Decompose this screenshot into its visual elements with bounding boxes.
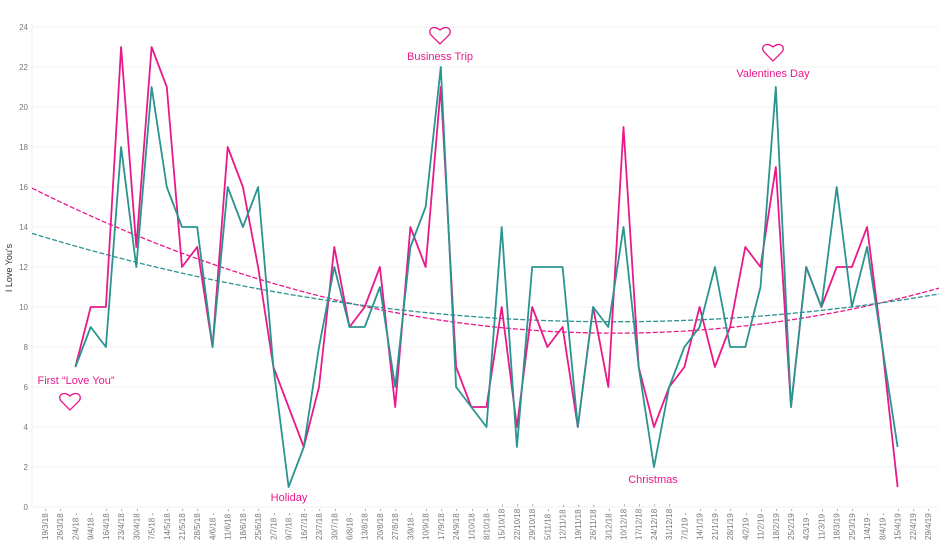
x-tick-label: 18/6/18 -	[239, 508, 248, 540]
y-tick-label: 8	[24, 343, 29, 352]
y-tick-label: 12	[19, 263, 28, 272]
x-tick-label: 1/10/18 -	[467, 508, 476, 540]
x-tick-label: 10/12/18 -	[620, 504, 629, 540]
annotation-label: First “Love You”	[37, 375, 114, 387]
x-tick-label: 26/11/18 -	[589, 504, 598, 540]
x-tick-label: 8/4/19 -	[878, 513, 887, 540]
trendline-1	[31, 232, 939, 323]
x-tick-label: 23/7/18 -	[315, 508, 324, 540]
x-tick-label: 25/6/18 -	[254, 508, 263, 540]
y-tick-label: 14	[19, 223, 28, 232]
y-tick-label: 10	[19, 303, 28, 312]
x-tick-label: 2/7/18 -	[269, 513, 278, 540]
y-tick-label: 16	[19, 183, 28, 192]
x-tick-label: 12/11/18 -	[559, 504, 568, 540]
x-tick-label: 24/12/18 -	[650, 504, 659, 540]
y-tick-label: 0	[24, 503, 29, 512]
x-tick-label: 14/1/19 -	[696, 508, 705, 540]
x-tick-label: 30/4/18 -	[132, 508, 141, 540]
x-tick-label: 21/1/19 -	[711, 508, 720, 540]
annotations: First “Love You” Holiday Business Trip Chri…	[37, 26, 810, 504]
y-tick-label: 22	[19, 63, 28, 72]
x-tick-label: 17/9/18 -	[437, 508, 446, 540]
heart-icon	[762, 43, 784, 62]
x-tick-label: 13/8/18 -	[361, 508, 370, 540]
x-tick-label: 3/9/18 -	[406, 513, 415, 540]
y-tick-label: 4	[24, 423, 29, 432]
x-tick-label: 4/2/19 -	[741, 513, 750, 540]
trendline-0	[31, 187, 939, 334]
x-tick-label: 19/11/18 -	[574, 504, 583, 540]
x-tick-label: 2/4/18 -	[71, 513, 80, 540]
heart-icon	[59, 392, 81, 411]
x-tick-label: 28/5/18 -	[193, 508, 202, 540]
x-tick-label: 7/5/18 -	[148, 513, 157, 540]
x-axis-ticks: 19/3/18 - 26/3/18 - 2/4/18 - 9/4/18 - 16/4/1…	[41, 504, 933, 540]
x-tick-label: 20/8/18 -	[376, 508, 385, 540]
x-tick-label: 26/3/18 -	[56, 508, 65, 540]
x-tick-label: 1/4/19 -	[863, 513, 872, 540]
trendlines	[31, 187, 939, 334]
x-tick-label: 3/12/18 -	[604, 508, 613, 540]
x-tick-label: 22/4/19 -	[909, 508, 918, 540]
annotation-label: Christmas	[628, 474, 678, 486]
x-tick-label: 27/8/18 -	[391, 508, 400, 540]
annotation-label: Business Trip	[407, 51, 473, 63]
x-tick-label: 18/3/19 -	[833, 508, 842, 540]
x-tick-label: 25/2/19 -	[787, 508, 796, 540]
x-tick-label: 29/10/18 -	[528, 504, 537, 540]
x-tick-label: 25/3/19 -	[848, 508, 857, 540]
annotation-label: Valentines Day	[736, 68, 810, 80]
y-tick-label: 20	[19, 103, 28, 112]
x-tick-label: 11/3/19 -	[817, 509, 826, 540]
x-tick-label: 31/12/18 -	[665, 504, 674, 540]
heart-icon	[429, 26, 451, 45]
x-tick-label: 5/11/18 -	[543, 509, 552, 540]
x-tick-label: 4/6/18 -	[208, 513, 217, 540]
x-tick-label: 30/7/18 -	[330, 508, 339, 540]
x-tick-label: 28/1/19 -	[726, 508, 735, 540]
gridlines	[31, 22, 939, 508]
y-tick-label: 18	[19, 143, 28, 152]
x-tick-label: 7/1/19 -	[680, 513, 689, 540]
x-tick-label: 15/10/18 -	[498, 504, 507, 540]
x-tick-label: 17/12/18 -	[635, 504, 644, 540]
x-tick-label: 4/3/19 -	[802, 513, 811, 540]
x-tick-label: 8/10/18 -	[483, 508, 492, 540]
x-tick-label: 14/5/18 -	[163, 508, 172, 540]
x-tick-label: 24/9/18 -	[452, 508, 461, 540]
y-tick-label: 24	[19, 23, 28, 32]
x-tick-label: 18/2/19 -	[772, 508, 781, 540]
x-tick-label: 11/6/18 -	[224, 509, 233, 540]
x-tick-label: 10/9/18 -	[422, 508, 431, 540]
x-tick-label: 19/3/18 -	[41, 508, 50, 540]
x-tick-label: 11/2/19 -	[757, 509, 766, 540]
series-lines	[74, 46, 899, 488]
x-tick-label: 16/4/18 -	[102, 508, 111, 540]
y-tick-label: 6	[24, 383, 29, 392]
annotation-label: Holiday	[271, 492, 308, 504]
y-tick-label: 2	[24, 463, 29, 472]
x-tick-label: 29/4/19 -	[924, 508, 933, 540]
x-tick-label: 6/8/18 -	[345, 513, 354, 540]
x-tick-label: 16/7/18 -	[300, 508, 309, 540]
x-tick-label: 21/5/18 -	[178, 508, 187, 540]
x-tick-label: 23/4/18 -	[117, 508, 126, 540]
x-tick-label: 22/10/18 -	[513, 504, 522, 540]
y-axis-label: I Love You's	[4, 243, 14, 292]
x-tick-label: 9/4/18 -	[87, 513, 96, 540]
x-tick-label: 9/7/18 -	[285, 513, 294, 540]
x-tick-label: 15/4/19 -	[894, 508, 903, 540]
